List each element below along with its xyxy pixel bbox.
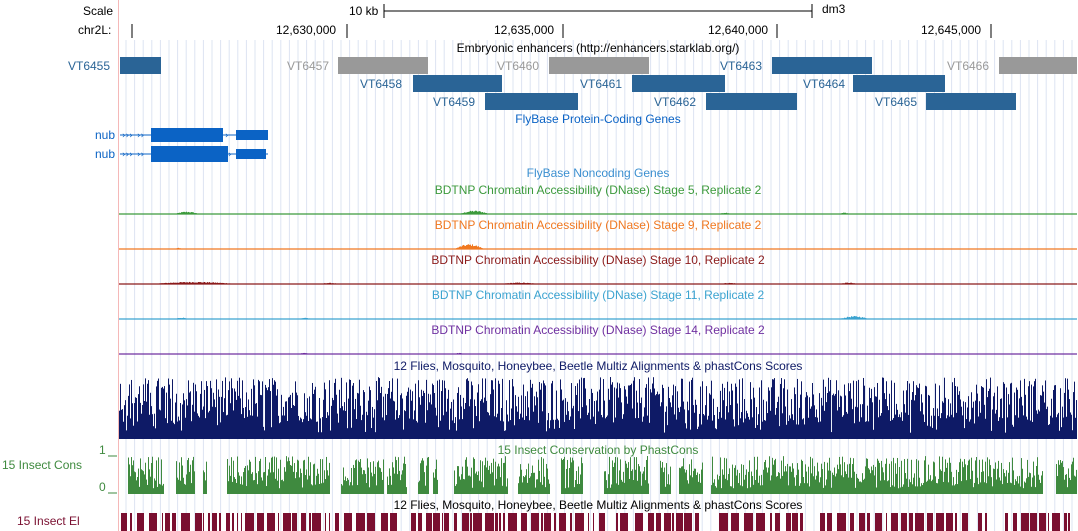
enhancer-vt6459[interactable] [485,93,578,110]
enhancer-label-vt6464[interactable]: VT6464 [803,77,846,91]
enhancer-label-vt6461[interactable]: VT6461 [580,77,623,91]
enhancer-label-vt6465[interactable]: VT6465 [875,95,918,109]
svg-text:›››: ››› [122,131,133,141]
enhancer-vt6464[interactable] [853,75,945,92]
position-label-2: 12,635,000 [494,23,555,37]
svg-text:›: › [225,131,229,141]
enhancer-vt6463[interactable] [772,57,872,74]
gene-models-nub[interactable]: ››› ›› › ››› ›› › [118,124,278,164]
enhancer-vt6465[interactable] [926,93,1016,110]
phastcons-title: 15 Insect Conservation by PhastCons [497,443,699,457]
phastcons-wiggle [128,456,1077,494]
cons-axis-ticks [108,455,117,494]
position-label-4: 12,645,000 [921,23,982,37]
enhancer-label-vt6455[interactable]: VT6455 [68,59,111,73]
enhancer-vt6455[interactable] [120,57,161,74]
conserved-elements [121,513,1070,531]
position-label-3: 12,640,000 [708,23,769,37]
dnase-stage5-title: BDTNP Chromatin Accessibility (DNase) St… [434,183,762,197]
enhancer-vt6457[interactable] [338,57,428,74]
cons-track-label[interactable]: 15 Insect Cons [2,458,83,472]
dnase-stage10-title: BDTNP Chromatin Accessibility (DNase) St… [431,253,765,267]
multiz-phastcons-wiggle [119,377,1077,439]
dnase-stage11-title: BDTNP Chromatin Accessibility (DNase) St… [431,288,765,302]
track-area-left-border [118,0,119,531]
assembly-label: dm3 [822,2,846,16]
cons-axis-min: 0 [99,480,106,494]
enhancer-vt6466[interactable] [999,57,1077,74]
dnase-stage9-title: BDTNP Chromatin Accessibility (DNase) St… [434,218,762,232]
scale-bar [383,4,813,18]
enhancer-label-vt6460[interactable]: VT6460 [497,59,540,73]
enhancer-label-vt6463[interactable]: VT6463 [720,59,763,73]
dnase-stage10-signal [119,281,1077,285]
enhancer-label-vt6466[interactable]: VT6466 [947,59,990,73]
dnase-stage9-signal [119,244,1077,250]
position-ticks [131,24,992,38]
chrom-label: chr2L: [78,23,112,37]
scale-label: Scale [83,4,114,18]
multiz-title-2: 12 Flies, Mosquito, Honeybee, Beetle Mul… [393,498,803,512]
enhancer-vt6460[interactable] [549,57,649,74]
svg-text:››: ›› [137,150,144,160]
enhancer-vt6458[interactable] [413,75,502,92]
elements-track-label[interactable]: 15 Insect El [17,514,80,528]
enhancer-label-vt6459[interactable]: VT6459 [433,95,476,109]
enhancer-label-vt6457[interactable]: VT6457 [287,59,330,73]
dnase-stage5-signal [119,210,1077,215]
svg-text:›: › [228,150,232,160]
protein-genes-title: FlyBase Protein-Coding Genes [515,112,681,126]
scale-bar-text: 10 kb [349,4,379,18]
svg-text:››: ›› [137,131,144,141]
multiz-title: 12 Flies, Mosquito, Honeybee, Beetle Mul… [393,359,803,373]
dnase-stage14-title: BDTNP Chromatin Accessibility (DNase) St… [431,323,765,337]
enhancer-label-vt6458[interactable]: VT6458 [360,77,403,91]
dnase-stage14-signal [119,352,1077,355]
gene-label-nub-2[interactable]: nub [95,147,116,161]
position-label-1: 12,630,000 [276,23,337,37]
enhancers-track-title: Embryonic enhancers (http://enhancers.st… [456,41,740,55]
cons-axis-max: 1 [99,443,106,457]
gene-label-nub-1[interactable]: nub [95,128,116,142]
svg-text:›››: ››› [122,150,133,160]
enhancer-label-vt6462[interactable]: VT6462 [654,95,697,109]
noncoding-genes-title: FlyBase Noncoding Genes [526,166,670,180]
enhancer-vt6462[interactable] [706,93,797,110]
enhancer-vt6461[interactable] [632,75,725,92]
dnase-stage11-signal [119,316,1077,320]
